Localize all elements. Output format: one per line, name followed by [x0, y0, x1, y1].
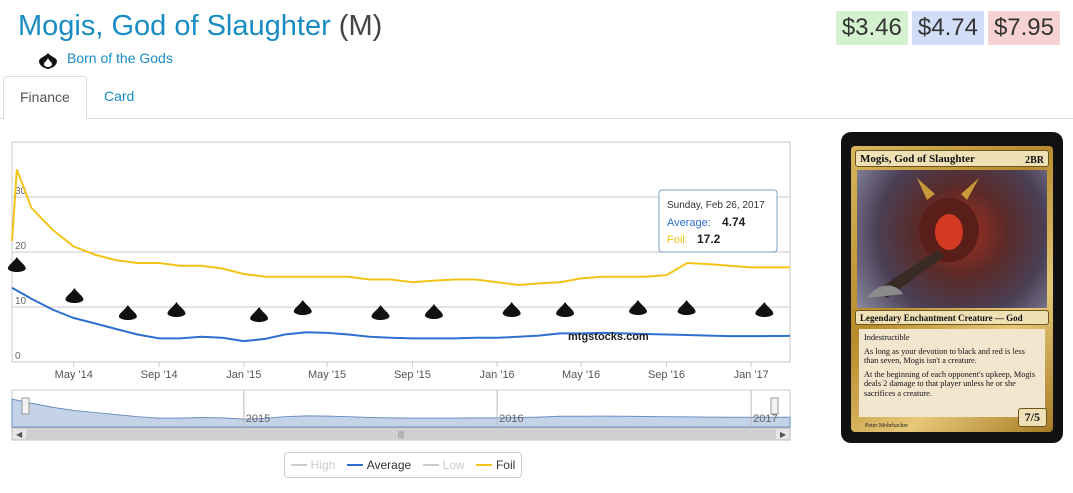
card-art-illustration [867, 178, 979, 298]
card-image-name: Mogis, God of Slaughter 2BR [855, 150, 1049, 167]
set-marker-kld-icon [677, 300, 696, 315]
price-chart[interactable]: 0 10 20 30 May '14 Sep '14 Jan '15 May '15 Sep '… [0, 128, 800, 488]
tooltip-avg-label: Average: [667, 217, 711, 229]
x-tick-label: Sep '15 [394, 369, 431, 381]
tab-finance[interactable]: Finance [3, 76, 87, 120]
navigator-handle-right[interactable] [770, 397, 779, 415]
set-marker-ogw-icon [502, 302, 521, 317]
scroll-left-arrow-icon: ◀ [16, 430, 23, 439]
card-image-name-text: Mogis, God of Slaughter [860, 153, 975, 165]
tooltip-avg-value: 4.74 [722, 215, 746, 229]
legend-item-low[interactable]: Low [422, 458, 465, 472]
card-inner: Mogis, God of Slaughter 2BR Legendary En… [851, 146, 1053, 432]
tooltip-foil-value: 17.2 [697, 232, 721, 246]
y-tick-label: 10 [15, 296, 27, 307]
average-series-line [11, 286, 791, 343]
navigator-scrollbar-thumb [26, 429, 776, 439]
watermark: mtgstocks.com [568, 331, 649, 343]
tooltip-box [658, 189, 778, 253]
x-tick-label: May '14 [55, 369, 93, 381]
price-chart-svg[interactable]: 0 10 20 30 May '14 Sep '14 Jan '15 May '15 Sep '… [0, 128, 800, 448]
y-tick-label: 30 [15, 186, 27, 197]
tooltip-foil-label: Foil: [667, 234, 688, 246]
chart-legend: High Average Low Foil [284, 452, 522, 478]
x-tick-label: Jan '17 [734, 369, 769, 381]
scroll-right-arrow-icon: ▶ [780, 430, 787, 439]
y-tick-label: 0 [15, 351, 21, 362]
legend-label-high: High [310, 458, 336, 472]
price-average: $4.74 [911, 11, 984, 45]
set-marker-soi-icon [556, 302, 575, 317]
power-toughness: 7/5 [1017, 408, 1047, 427]
card-rules-text: Indestructible As long as your devotion … [859, 329, 1045, 417]
set-marker-bfz-icon [424, 304, 443, 319]
legend-swatch-low [422, 464, 439, 466]
legend-item-high[interactable]: High [290, 458, 336, 472]
legend-item-average[interactable]: Average [346, 458, 412, 472]
x-tick-label: Sep '14 [141, 369, 178, 381]
rules-line-2: As long as your devotion to black and re… [864, 346, 1025, 366]
set-marker-m15-icon [118, 305, 137, 320]
rarity: (M) [338, 10, 383, 42]
x-tick-label: Jan '15 [226, 369, 261, 381]
legend-label-average: Average [366, 458, 412, 472]
navigator-area [11, 398, 791, 428]
x-tick-label: May '15 [308, 369, 346, 381]
set-marker-aer-icon [755, 302, 774, 317]
set-marker-frf-icon [250, 307, 269, 322]
rules-line-1: Indestructible [864, 333, 910, 342]
foil-series-line [11, 169, 790, 287]
navigator-handle-left[interactable] [21, 397, 30, 415]
set-name-link[interactable]: Born of the Gods [67, 50, 173, 66]
tab-card[interactable]: Card [104, 88, 135, 104]
price-badges: $3.46 $4.74 $7.95 [835, 11, 1060, 45]
navigator-year-label: 2017 [753, 413, 777, 425]
price-high: $7.95 [987, 11, 1060, 45]
card-artist: Peter Mohrbacher [865, 423, 909, 429]
set-marker-jou-icon [65, 288, 84, 303]
set-marker-dtk-icon [293, 300, 312, 315]
x-tick-label: Sep '16 [648, 369, 685, 381]
x-tick-label: Jan '16 [480, 369, 515, 381]
legend-label-foil: Foil [495, 458, 516, 472]
legend-swatch-high [290, 464, 307, 466]
set-marker-ktk-icon [167, 302, 186, 317]
set-icon [38, 52, 58, 75]
set-marker-bng-icon [7, 257, 26, 272]
navigator-year-label: 2015 [246, 413, 270, 425]
y-tick-label: 20 [15, 241, 27, 252]
x-tick-label: May '16 [562, 369, 600, 381]
legend-swatch-foil [475, 464, 492, 466]
card-type-line: Legendary Enchantment Creature — God [855, 310, 1049, 325]
rules-line-3: At the beginning of each opponent's upke… [864, 369, 1036, 398]
mana-cost: 2BR [1025, 155, 1044, 166]
card-name: Mogis, God of Slaughter [18, 10, 331, 42]
card-title: Mogis, God of Slaughter (M) [18, 10, 382, 43]
tab-bar: Finance Card [0, 76, 1073, 120]
scrollbar-grip-icon: ||| [398, 430, 404, 439]
price-low: $3.46 [835, 11, 908, 45]
card-image: Mogis, God of Slaughter 2BR Legendary En… [841, 132, 1063, 443]
legend-label-low: Low [442, 458, 465, 472]
legend-swatch-average [346, 464, 363, 466]
tooltip-date: Sunday, Feb 26, 2017 [667, 200, 765, 211]
set-marker-ori-icon [371, 305, 390, 320]
card-art [857, 170, 1047, 308]
navigator-year-label: 2016 [499, 413, 523, 425]
set-marker-emn-icon [629, 300, 648, 315]
legend-item-foil[interactable]: Foil [475, 458, 516, 472]
